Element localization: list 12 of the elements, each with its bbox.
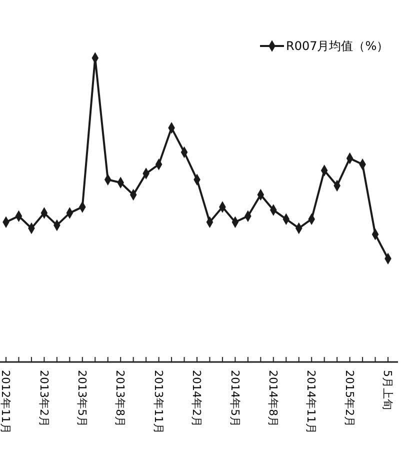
x-tick-label: 2015年2月	[342, 370, 356, 427]
x-tick-label: 2013年2月	[37, 370, 50, 427]
x-tick-label: 5月上旬	[381, 370, 394, 410]
x-tick-label: 2014年8月	[266, 370, 280, 427]
x-tick-label: 2013年5月	[76, 370, 89, 427]
x-tick-label: 2014年5月	[228, 370, 242, 427]
x-tick-label: 2012年11月	[0, 370, 12, 434]
x-tick-label: 2014年11月	[304, 370, 318, 434]
x-tick-label: 2013年11月	[152, 370, 165, 434]
x-tick-label: 2013年8月	[114, 370, 127, 427]
legend-label: R007月均值（%）	[286, 39, 389, 54]
x-tick-label: 2014年2月	[190, 370, 204, 427]
